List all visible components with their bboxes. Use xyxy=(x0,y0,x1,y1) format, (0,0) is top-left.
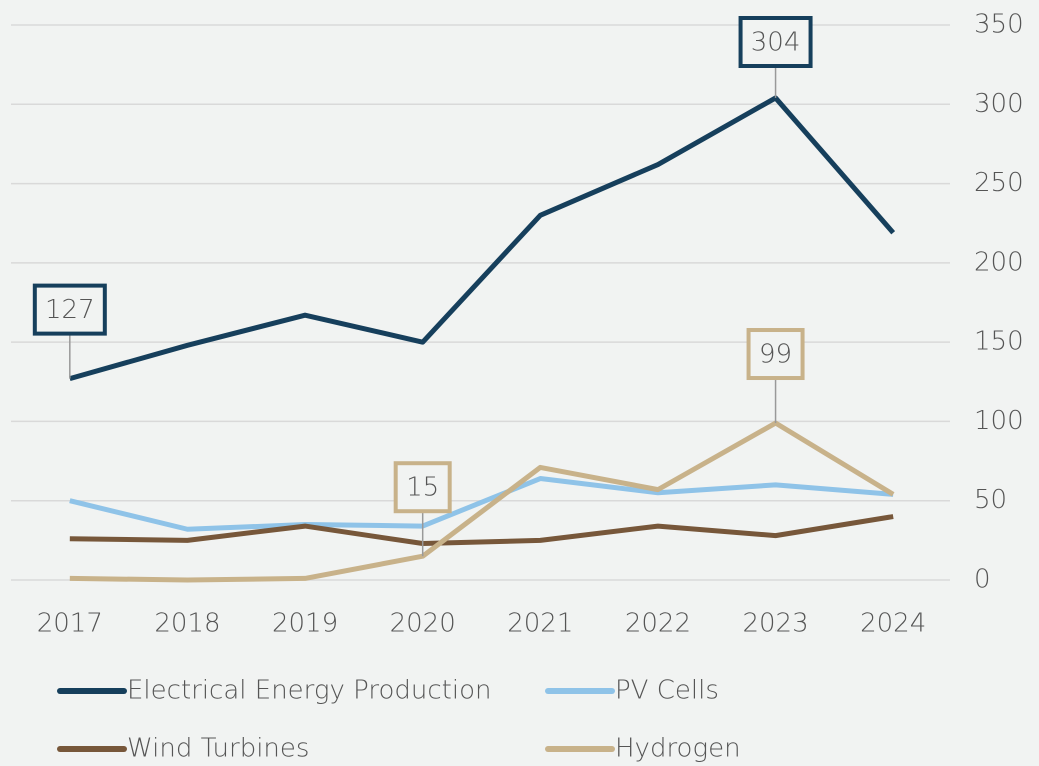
y-tick-label: 50 xyxy=(974,485,1007,515)
x-tick-label: 2018 xyxy=(154,609,220,639)
y-tick-label: 150 xyxy=(974,327,1024,357)
y-tick-label: 0 xyxy=(974,565,991,595)
series-line xyxy=(69,514,894,547)
x-tick-label: 2020 xyxy=(390,609,456,639)
series-line xyxy=(69,476,894,532)
x-tick-label: 2022 xyxy=(625,609,691,639)
x-tick-label: 2024 xyxy=(860,609,926,639)
data-label: 304 xyxy=(751,28,801,58)
data-label: 15 xyxy=(406,473,439,503)
data-label: 127 xyxy=(45,295,95,325)
legend-label: PV Cells xyxy=(615,676,719,706)
y-tick-label: 300 xyxy=(974,89,1024,119)
series-line xyxy=(69,95,896,382)
y-tick-label: 200 xyxy=(974,247,1024,277)
legend-label: Hydrogen xyxy=(615,734,741,764)
legend-label: Wind Turbines xyxy=(127,734,309,764)
y-tick-label: 250 xyxy=(974,168,1024,198)
data-label: 99 xyxy=(759,340,792,370)
data-label-box xyxy=(738,16,813,68)
x-tick-label: 2017 xyxy=(37,609,103,639)
legend-label: Electrical Energy Production xyxy=(127,676,491,706)
y-tick-label: 100 xyxy=(974,406,1024,436)
x-tick-label: 2023 xyxy=(742,609,808,639)
series-line xyxy=(69,420,895,583)
x-tick-label: 2021 xyxy=(507,609,573,639)
data-label-box xyxy=(746,328,805,381)
x-tick-label: 2019 xyxy=(272,609,338,639)
y-tick-label: 350 xyxy=(974,10,1024,40)
data-label-box xyxy=(393,461,452,514)
data-label-box xyxy=(32,283,107,336)
